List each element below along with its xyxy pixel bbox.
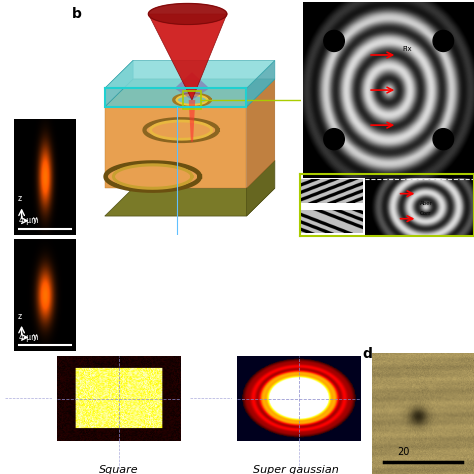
Polygon shape — [246, 160, 275, 216]
Polygon shape — [174, 72, 210, 100]
Text: Corr: Corr — [419, 211, 431, 216]
Polygon shape — [148, 14, 227, 100]
Circle shape — [324, 30, 344, 52]
Polygon shape — [246, 61, 275, 107]
Text: y: y — [33, 215, 37, 224]
Text: z: z — [18, 194, 22, 203]
Polygon shape — [105, 79, 275, 107]
Polygon shape — [189, 100, 195, 142]
Text: 20: 20 — [398, 447, 410, 457]
Text: d =: d = — [367, 226, 377, 231]
Polygon shape — [105, 61, 275, 88]
Text: Aber: Aber — [419, 201, 432, 206]
Circle shape — [433, 128, 454, 150]
Polygon shape — [148, 3, 227, 25]
Polygon shape — [246, 79, 275, 188]
Polygon shape — [105, 188, 275, 216]
Bar — [183, 91, 201, 109]
Polygon shape — [105, 107, 246, 188]
Polygon shape — [105, 61, 133, 107]
Text: b: b — [72, 7, 82, 21]
Text: d: d — [362, 347, 372, 361]
Text: y: y — [33, 332, 37, 341]
Circle shape — [433, 30, 454, 52]
Text: Square: Square — [99, 465, 138, 474]
Text: Fix: Fix — [402, 46, 412, 53]
Text: Super gaussian: Super gaussian — [254, 465, 339, 474]
Polygon shape — [105, 79, 275, 107]
Text: 4 μm: 4 μm — [19, 333, 39, 342]
Circle shape — [324, 128, 344, 150]
Text: z: z — [18, 312, 22, 321]
Text: 4 μm: 4 μm — [19, 216, 39, 225]
